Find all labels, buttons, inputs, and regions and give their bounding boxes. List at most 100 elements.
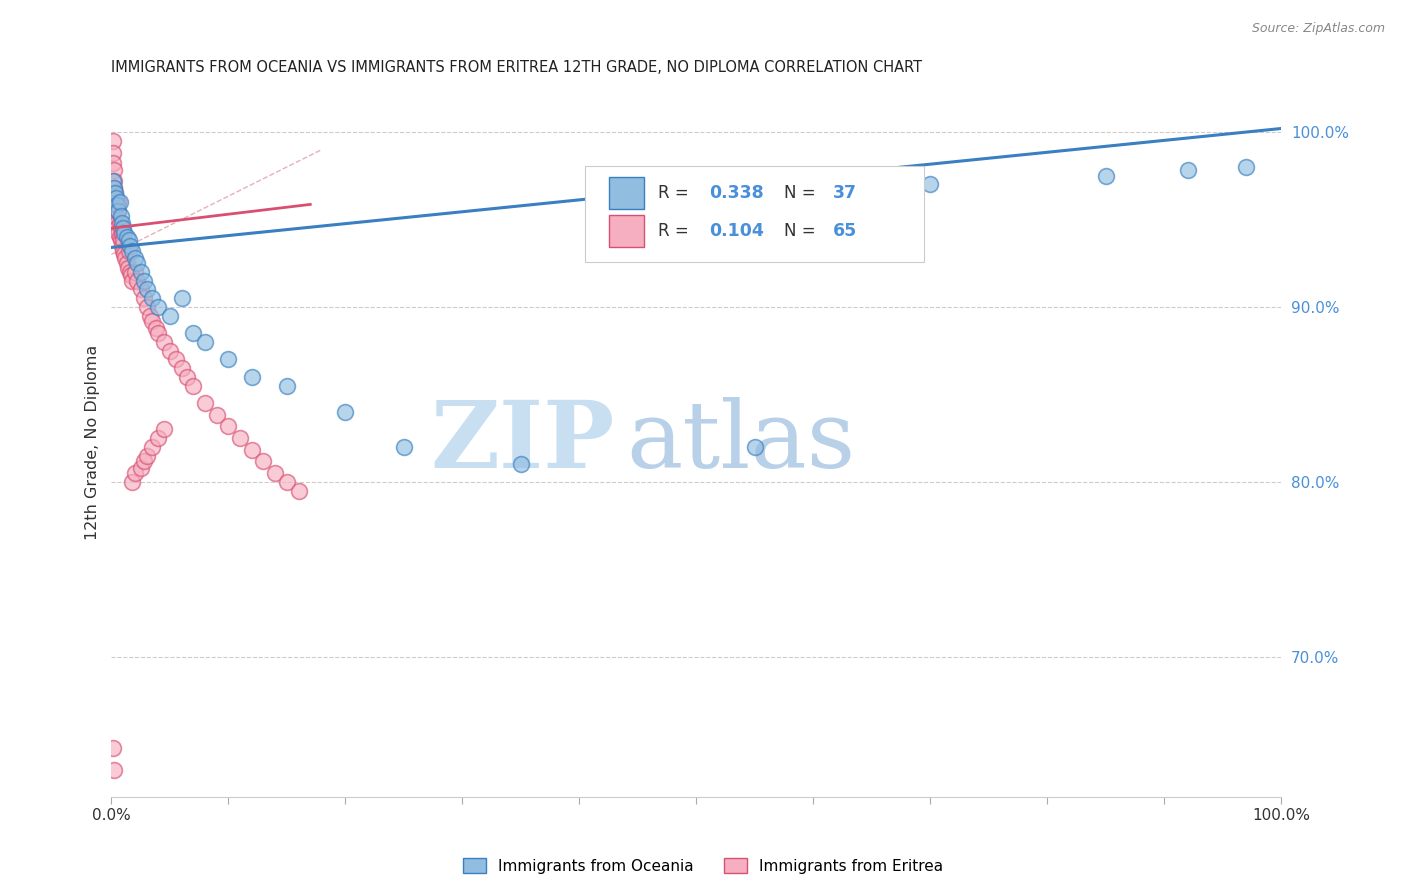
Point (105, 198, 128, 212)
Point (148, 326, 170, 340)
Point (124, 251, 146, 265)
Point (153, 422, 176, 436)
Point (127, 274, 149, 288)
Point (111, 216, 134, 230)
Point (134, 291, 156, 305)
Point (121, 274, 143, 288)
Point (107, 203, 129, 218)
Point (120, 238, 142, 252)
Point (112, 234, 135, 248)
Point (217, 352, 239, 367)
Point (101, 174, 124, 188)
Text: IMMIGRANTS FROM OCEANIA VS IMMIGRANTS FROM ERITREA 12TH GRADE, NO DIPLOMA CORREL: IMMIGRANTS FROM OCEANIA VS IMMIGRANTS FR… (111, 60, 922, 75)
Point (104, 203, 127, 218)
Point (165, 352, 187, 367)
Point (194, 396, 217, 410)
Point (101, 146, 124, 161)
Point (111, 227, 134, 241)
Point (141, 291, 163, 305)
Point (101, 156, 124, 170)
Text: 0.338: 0.338 (709, 184, 763, 202)
Point (105, 198, 128, 212)
Point (103, 174, 125, 188)
Point (194, 334, 217, 349)
Text: 0.104: 0.104 (709, 222, 763, 240)
Point (103, 764, 125, 778)
Point (112, 227, 135, 241)
Point (205, 409, 228, 423)
Legend: Immigrants from Oceania, Immigrants from Eritrea: Immigrants from Oceania, Immigrants from… (457, 852, 949, 880)
Point (127, 256, 149, 270)
Point (264, 466, 287, 480)
Text: atlas: atlas (626, 398, 855, 487)
Point (181, 378, 204, 392)
Point (229, 431, 252, 445)
Point (124, 265, 146, 279)
Point (110, 209, 132, 223)
Text: Source: ZipAtlas.com: Source: ZipAtlas.com (1251, 22, 1385, 36)
FancyBboxPatch shape (609, 178, 644, 209)
Point (1177, 163, 1199, 178)
Point (118, 244, 141, 258)
Y-axis label: 12th Grade, No Diploma: 12th Grade, No Diploma (86, 345, 100, 540)
Point (108, 230, 131, 244)
Point (176, 370, 198, 384)
Point (141, 314, 163, 328)
Point (118, 234, 141, 248)
Point (115, 256, 138, 270)
Point (120, 268, 142, 283)
Point (240, 370, 263, 384)
Point (129, 282, 152, 296)
Point (103, 181, 125, 195)
Point (103, 163, 125, 178)
Point (1234, 160, 1257, 174)
Point (744, 440, 766, 454)
Point (159, 343, 181, 358)
Point (139, 309, 162, 323)
Point (105, 191, 128, 205)
Point (392, 440, 415, 454)
Point (335, 405, 357, 419)
Point (129, 460, 152, 475)
Point (135, 300, 157, 314)
Point (181, 326, 204, 340)
Point (110, 221, 132, 235)
Point (124, 466, 146, 480)
Text: ZIP: ZIP (430, 398, 614, 487)
Point (103, 181, 125, 195)
Point (121, 244, 143, 258)
Text: N =: N = (785, 184, 821, 202)
Point (170, 361, 193, 376)
Text: R =: R = (658, 222, 693, 240)
Point (112, 221, 135, 235)
Point (112, 244, 135, 258)
Point (148, 300, 170, 314)
Text: R =: R = (658, 184, 693, 202)
Point (104, 194, 127, 209)
FancyBboxPatch shape (609, 216, 644, 247)
Point (1094, 169, 1116, 183)
Point (920, 178, 942, 192)
Point (111, 238, 134, 252)
Point (509, 458, 531, 472)
Point (101, 740, 124, 755)
Point (170, 291, 193, 305)
Point (135, 282, 157, 296)
Text: N =: N = (785, 222, 821, 240)
Point (276, 475, 298, 489)
Point (141, 440, 163, 454)
Point (217, 418, 239, 433)
Point (105, 221, 128, 235)
Point (240, 443, 263, 458)
Point (159, 309, 181, 323)
Point (104, 186, 127, 201)
Point (148, 431, 170, 445)
Point (101, 134, 124, 148)
Point (134, 454, 156, 468)
Point (153, 334, 176, 349)
Point (134, 274, 156, 288)
Point (145, 321, 167, 335)
Point (108, 194, 131, 209)
Point (104, 186, 127, 201)
Point (129, 265, 152, 279)
